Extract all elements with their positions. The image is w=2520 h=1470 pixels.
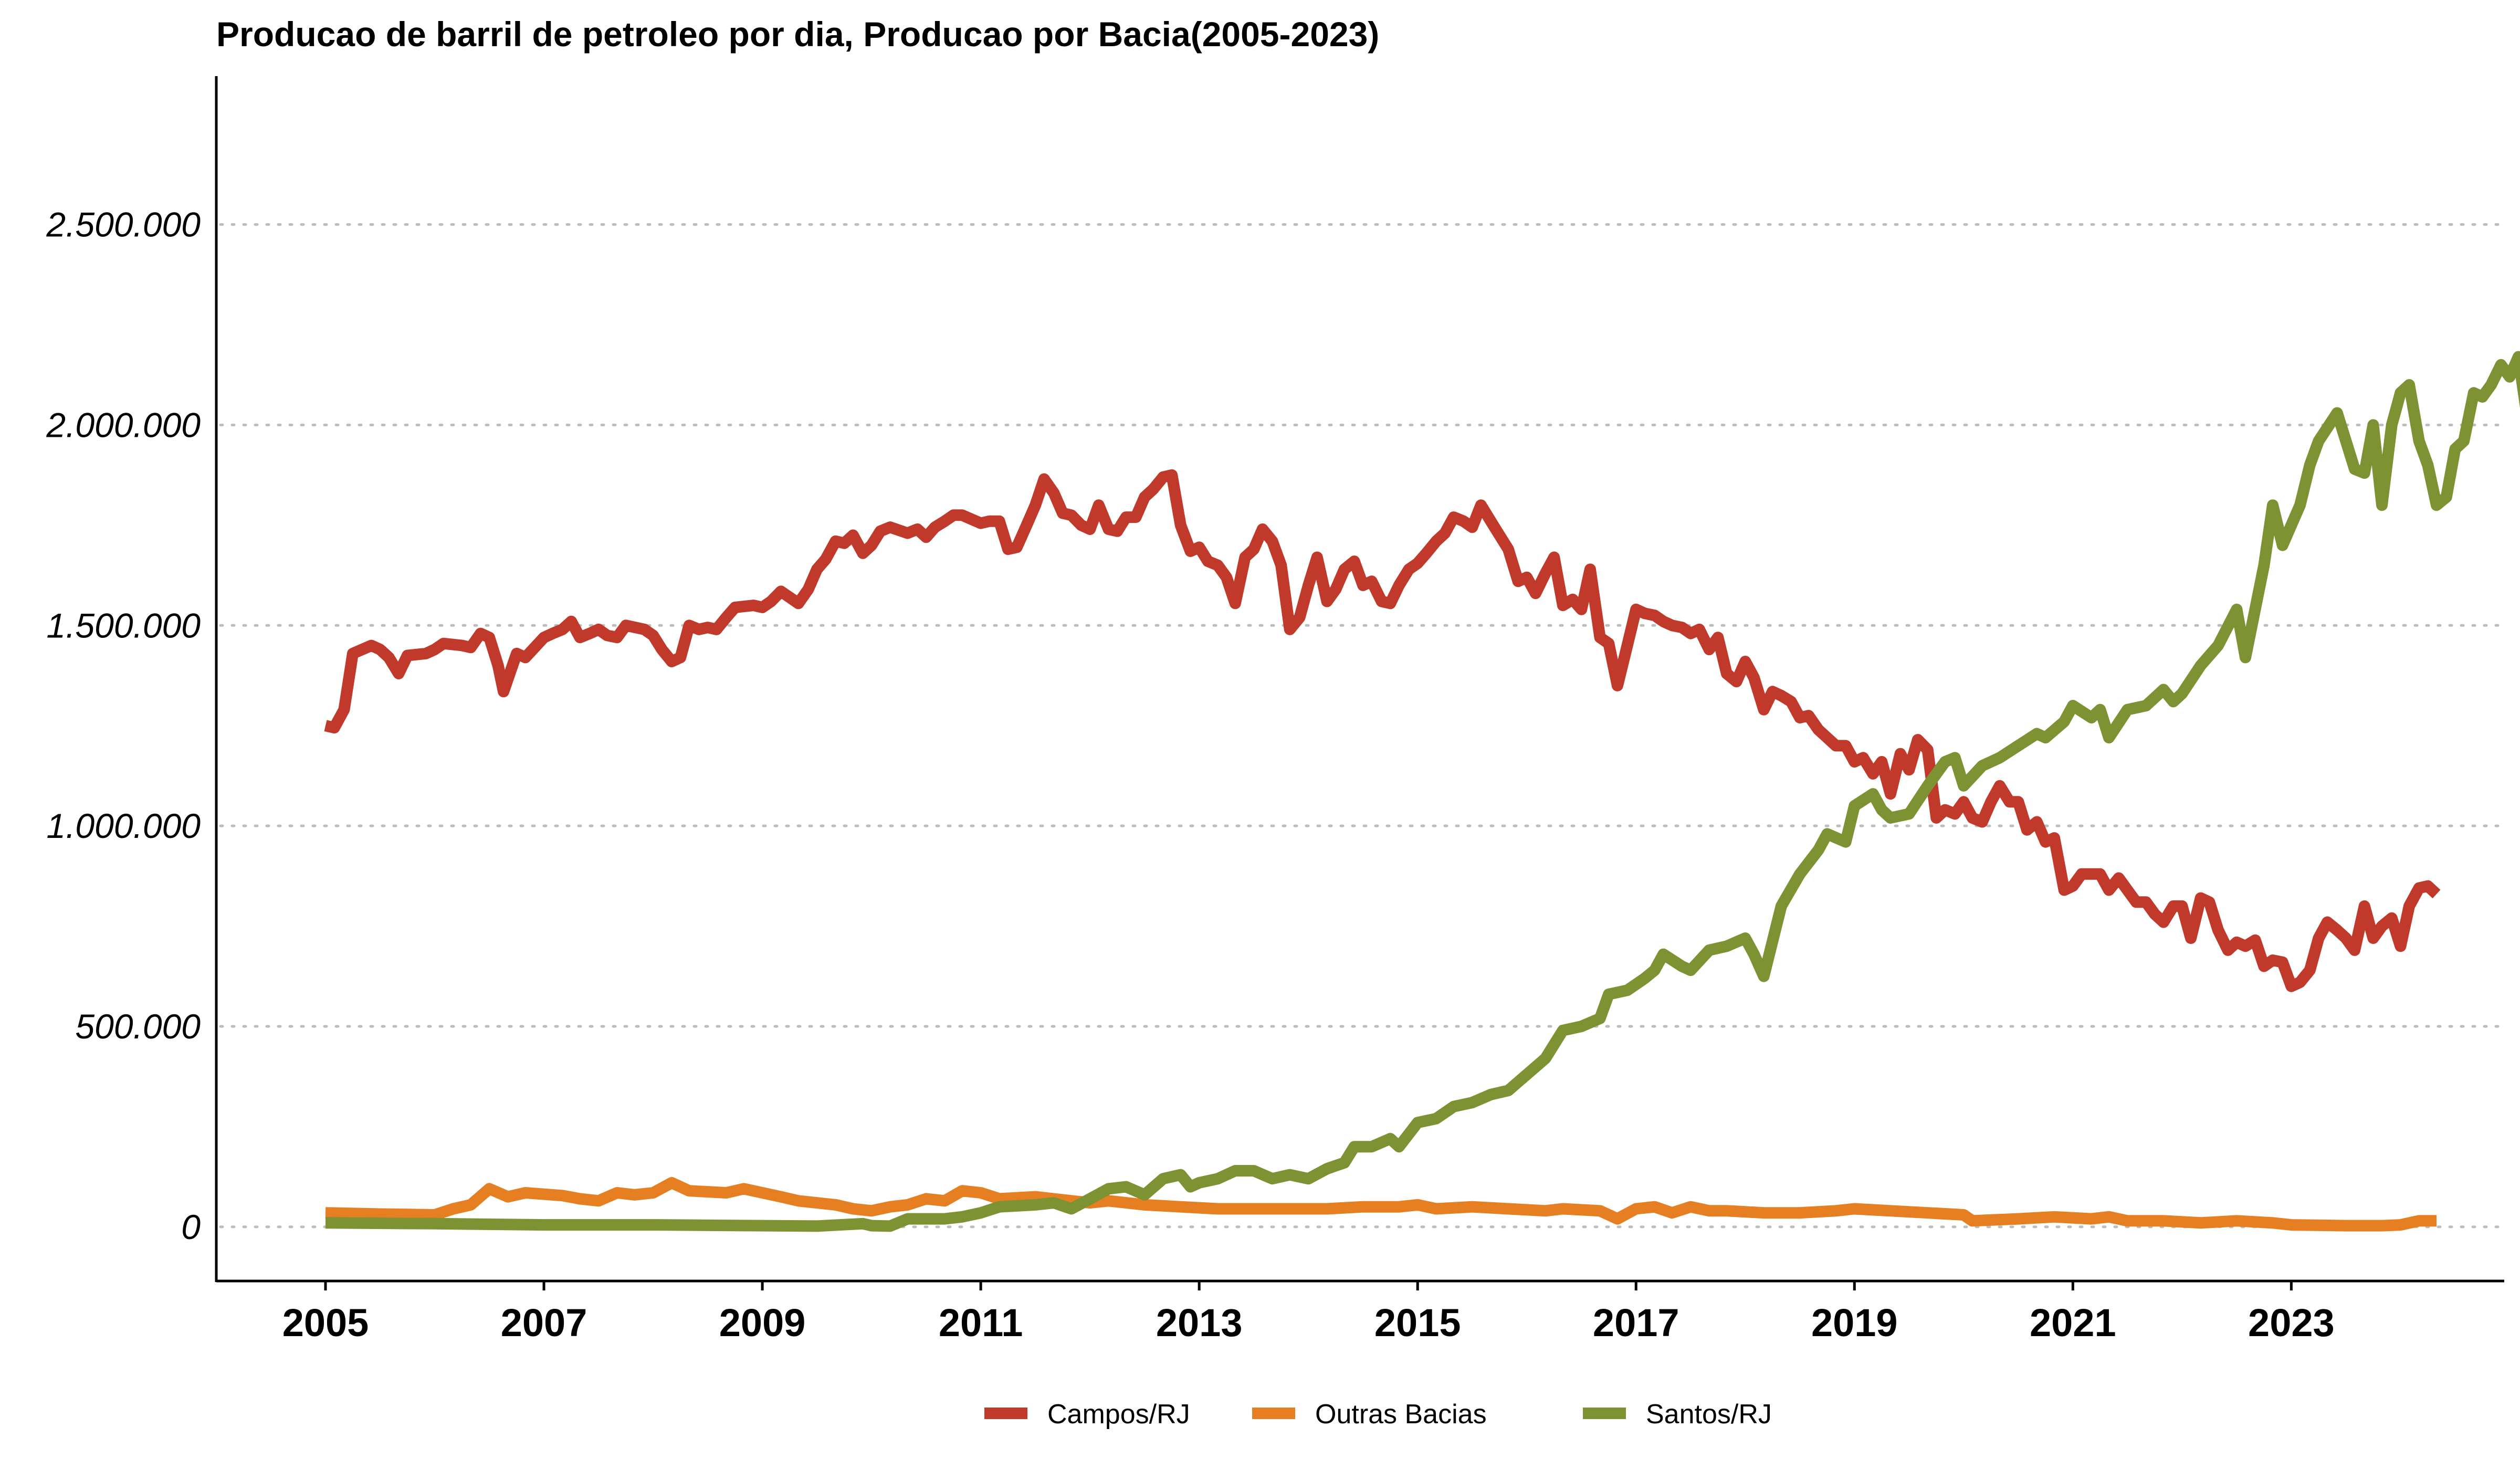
x-tick-label: 2005 xyxy=(282,1301,369,1345)
legend-item: Outras Bacias xyxy=(1252,1399,1487,1430)
series-line-campos-rj xyxy=(324,469,2441,992)
legend-item: Santos/RJ xyxy=(1583,1399,1772,1430)
series-line-santos-rj xyxy=(325,351,2520,1232)
y-tick-labels: 0 500.000 1.000.000 1.500.000 2.000.000 2.500… xyxy=(46,205,201,1246)
legend: Campos/RJ Outras Bacias Santos/RJ xyxy=(984,1399,1772,1430)
x-tick-label: 2023 xyxy=(2248,1301,2335,1345)
x-tick-label: 2009 xyxy=(719,1301,806,1345)
legend-label: Santos/RJ xyxy=(1646,1399,1772,1430)
x-tick-label: 2021 xyxy=(2030,1301,2116,1345)
legend-label: Outras Bacias xyxy=(1315,1399,1487,1430)
series-lines xyxy=(324,351,2520,1232)
y-tick-label: 0 xyxy=(181,1208,201,1246)
y-tick-label: 1.500.000 xyxy=(46,606,201,645)
x-tick-label: 2013 xyxy=(1156,1301,1243,1345)
x-tick-label: 2019 xyxy=(1811,1301,1898,1345)
x-tick-label: 2015 xyxy=(1374,1301,1461,1345)
x-tick-label: 2011 xyxy=(939,1301,1023,1345)
legend-label: Campos/RJ xyxy=(1047,1399,1190,1430)
y-tick-label: 1.000.000 xyxy=(46,806,201,845)
legend-item: Campos/RJ xyxy=(984,1399,1190,1430)
x-tick-label: 2007 xyxy=(501,1301,587,1345)
y-tick-label: 2.000.000 xyxy=(46,405,201,444)
series-line-outras-bacias xyxy=(325,1177,2437,1232)
chart-title: Producao de barril de petroleo por dia, … xyxy=(216,15,1379,54)
gridlines xyxy=(219,223,2506,1228)
y-tick-label: 500.000 xyxy=(75,1007,201,1046)
x-tick-labels: 2005 2007 2009 2011 2013 2015 2017 2019 2021 2023 xyxy=(282,1281,2335,1345)
y-tick-label: 2.500.000 xyxy=(46,205,201,244)
x-tick-label: 2017 xyxy=(1593,1301,1679,1345)
